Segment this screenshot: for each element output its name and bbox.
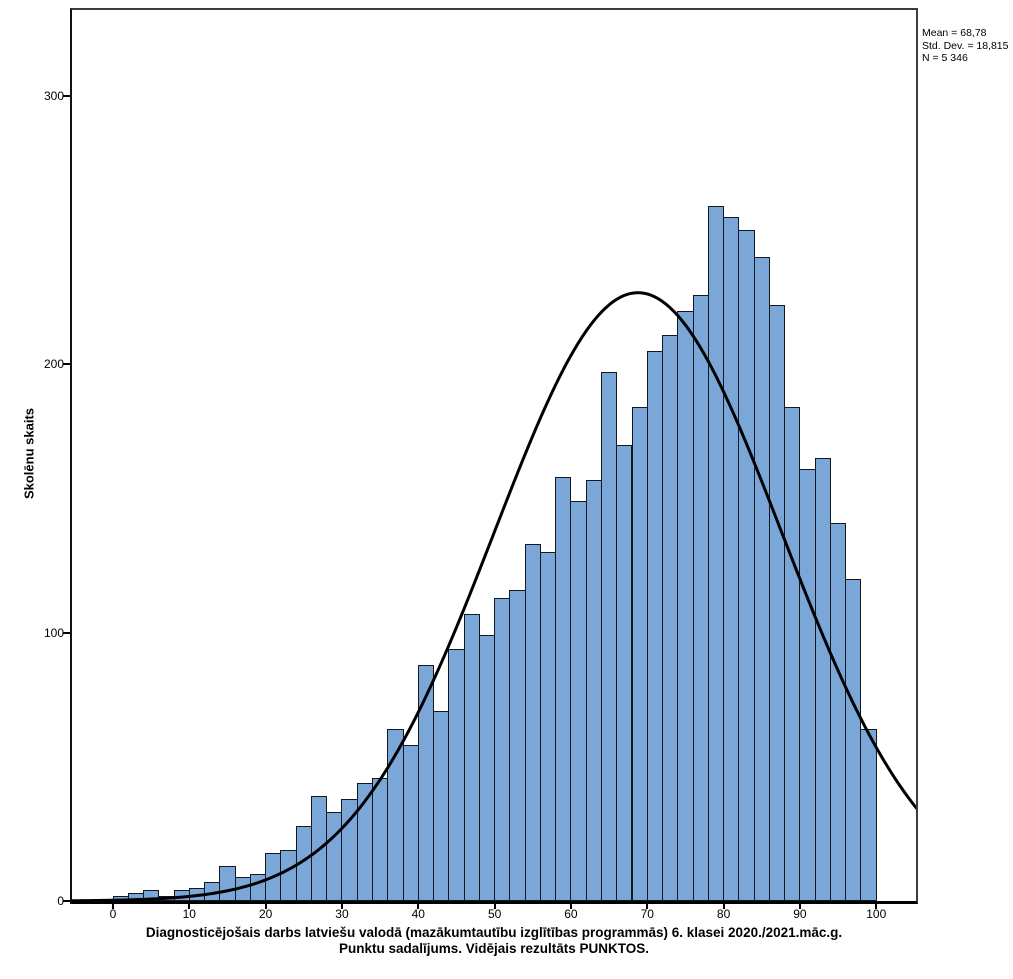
histogram-bar: [494, 597, 511, 901]
y-tick-label: 200: [43, 357, 64, 372]
histogram-bar: [219, 866, 236, 901]
stat-std-dev: Std. Dev. = 18,815: [922, 39, 1009, 52]
histogram-bar: [265, 852, 282, 901]
histogram-bar: [158, 895, 175, 901]
histogram-bar: [387, 729, 404, 901]
histogram-bar: [433, 710, 450, 901]
histogram-bar: [204, 882, 221, 901]
x-tick-mark: [188, 903, 191, 909]
y-tick-mark: [63, 631, 70, 634]
stat-n: N = 5 346: [922, 52, 968, 64]
y-tick-mark: [63, 95, 70, 97]
histogram-bar: [127, 892, 144, 901]
x-tick-label: 80: [716, 907, 731, 921]
y-tick-mark: [63, 363, 70, 366]
histogram-bar: [310, 796, 328, 901]
histogram-bar: [463, 613, 480, 901]
histogram-bar: [417, 664, 435, 901]
x-tick-mark: [875, 903, 878, 909]
histogram-bar: [616, 444, 633, 901]
histogram-bar: [784, 407, 801, 901]
histogram-bar: [143, 890, 160, 901]
histogram-bar: [295, 825, 312, 901]
histogram-bar: [524, 544, 541, 901]
histogram-bar: [768, 305, 786, 901]
histogram-bar: [402, 745, 419, 901]
histogram-bar: [234, 876, 251, 901]
x-tick-mark: [798, 903, 801, 909]
histogram-bar: [356, 782, 373, 901]
x-tick-label: 40: [411, 907, 425, 921]
histogram-bar: [555, 477, 572, 901]
x-tick-mark: [340, 903, 343, 909]
histogram-bar: [341, 799, 358, 901]
histogram-bar: [799, 469, 816, 901]
histogram-bar: [662, 334, 679, 901]
histogram-bar: [280, 850, 297, 901]
histogram-bar: [570, 501, 587, 901]
histogram-bar: [448, 648, 465, 901]
chart-title: Diagnosticējošais darbs latviešu valodā …: [0, 925, 988, 956]
histogram-bar: [631, 407, 648, 901]
x-tick-mark: [264, 903, 267, 909]
histogram-bar: [326, 812, 343, 901]
histogram-bar: [478, 635, 496, 901]
histogram-bar: [372, 777, 389, 901]
x-tick-label: 10: [182, 907, 196, 921]
x-tick-label: 50: [487, 907, 502, 921]
histogram-bar: [585, 479, 602, 901]
x-tick-label: 30: [335, 907, 349, 921]
histogram-bar: [677, 310, 694, 901]
histogram-bar: [188, 887, 206, 901]
x-tick-label: 100: [866, 907, 887, 921]
y-tick-mark: [63, 900, 70, 902]
plot-frame: [70, 8, 918, 904]
histogram-bar: [829, 522, 847, 901]
x-tick-mark: [112, 903, 114, 909]
histogram-bar: [860, 729, 877, 901]
histogram-bar: [753, 257, 770, 901]
x-tick-label: 90: [793, 907, 807, 921]
histogram-bar: [692, 294, 709, 901]
x-tick-mark: [569, 903, 572, 909]
histogram-bar: [173, 890, 190, 901]
stat-mean: Mean = 68,78: [922, 27, 987, 39]
chart-title-line1: Diagnosticējošais darbs latviešu valodā …: [145, 925, 843, 940]
chart-title-line2: Punktu sadalījums. Vidējais rezultāts PU…: [338, 940, 650, 956]
histogram-bar: [814, 458, 831, 901]
histogram-bar: [112, 895, 129, 901]
y-tick-label: 300: [43, 89, 64, 103]
x-tick-label: 70: [640, 907, 654, 921]
x-tick-mark: [417, 903, 420, 909]
y-tick-label: 0: [57, 894, 64, 908]
histogram-bar: [845, 579, 862, 901]
y-tick-label: 100: [43, 625, 64, 640]
histogram-bar: [600, 372, 618, 901]
histogram-bar: [707, 206, 725, 901]
histogram-bar: [738, 230, 755, 901]
histogram-bar: [646, 350, 664, 901]
x-tick-mark: [646, 903, 649, 909]
histogram-bar: [249, 874, 267, 901]
x-tick-label: 0: [109, 907, 117, 921]
x-tick-label: 20: [258, 907, 273, 921]
x-tick-label: 60: [564, 907, 578, 921]
histogram-bar: [723, 216, 740, 901]
stats-box: Mean = 68,78 Std. Dev. = 18,815 N = 5 34…: [922, 27, 1012, 65]
x-tick-mark: [722, 903, 725, 909]
y-axis-title: Skolēnu skaits: [21, 407, 37, 500]
x-tick-mark: [493, 903, 496, 909]
histogram-bar: [539, 552, 557, 901]
histogram-bar: [509, 589, 526, 901]
plot-area: [72, 10, 916, 901]
